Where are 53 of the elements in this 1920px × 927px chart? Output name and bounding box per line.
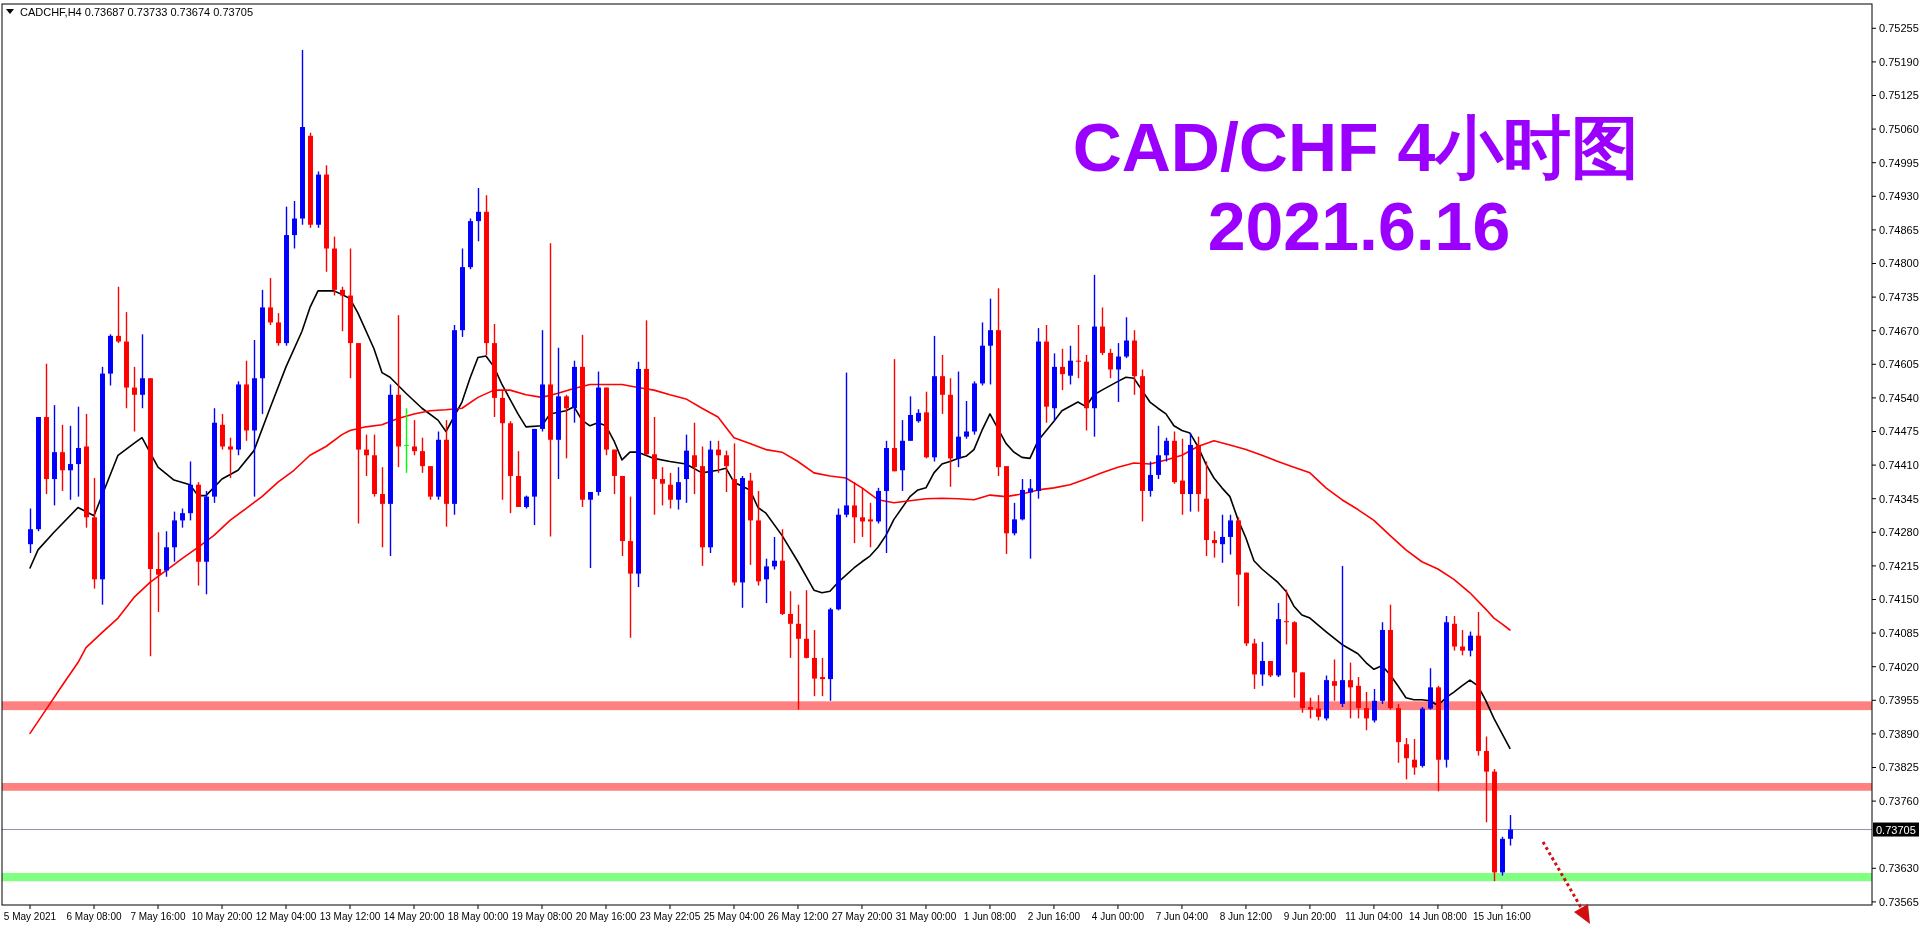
y-tick-label: 0.74865 bbox=[1879, 223, 1919, 236]
x-tick-label: 31 May 00:00 bbox=[895, 911, 957, 922]
y-tick-label: 0.74735 bbox=[1879, 291, 1919, 304]
x-tick-label: 18 May 00:00 bbox=[447, 911, 509, 922]
y-tick-label: 0.74085 bbox=[1879, 627, 1919, 640]
x-tick-label: 15 Jun 16:00 bbox=[1472, 911, 1532, 922]
y-tick-label: 0.73890 bbox=[1879, 727, 1919, 740]
annotation: CADCHF,H4 0.73687 0.73733 0.73674 0.73705 bbox=[20, 6, 254, 18]
y-tick-label: 0.73825 bbox=[1879, 761, 1919, 774]
y-tick-label: 0.74345 bbox=[1879, 492, 1919, 505]
y-tick-label: 0.74800 bbox=[1879, 257, 1919, 270]
text: CAD/CHF 4小时图 bbox=[1072, 109, 1640, 185]
y-tick-label: 0.74995 bbox=[1879, 156, 1919, 169]
y-tick-label: 0.74280 bbox=[1879, 526, 1919, 539]
y-tick-label: 0.73760 bbox=[1879, 795, 1919, 808]
y-tick-label: 0.74215 bbox=[1879, 559, 1919, 572]
x-tick-label: 5 May 2021 bbox=[3, 911, 57, 922]
x-tick-label: 9 Jun 20:00 bbox=[1283, 911, 1337, 922]
x-tick-label: 14 May 20:00 bbox=[383, 911, 445, 922]
x-tick-label: 25 May 04:00 bbox=[703, 911, 765, 922]
x-tick-label: 7 May 16:00 bbox=[130, 911, 186, 922]
x-tick-label: 4 Jun 00:00 bbox=[1091, 911, 1145, 922]
x-tick-label: 19 May 08:00 bbox=[511, 911, 573, 922]
x-tick-label: 12 May 04:00 bbox=[255, 911, 317, 922]
y-tick-label: 0.75125 bbox=[1879, 89, 1919, 102]
y-tick-label: 0.74020 bbox=[1879, 660, 1919, 673]
x-tick-label: 7 Jun 04:00 bbox=[1155, 911, 1209, 922]
x-tick-label: 20 May 16:00 bbox=[575, 911, 637, 922]
y-tick-label: 0.74410 bbox=[1879, 459, 1919, 472]
x-tick-label: 6 May 08:00 bbox=[66, 911, 122, 922]
y-tick-label: 0.73955 bbox=[1879, 694, 1919, 707]
y-tick-label: 0.74475 bbox=[1879, 425, 1919, 438]
y-tick-label: 0.74605 bbox=[1879, 358, 1919, 371]
y-tick-label: 0.74540 bbox=[1879, 391, 1919, 404]
y-tick-label: 0.73565 bbox=[1879, 895, 1919, 908]
y-tick-label: 0.74930 bbox=[1879, 190, 1919, 203]
x-tick-label: 27 May 20:00 bbox=[831, 911, 893, 922]
x-tick-label: 11 Jun 04:00 bbox=[1345, 911, 1403, 922]
y-tick-label: 0.74150 bbox=[1879, 593, 1919, 606]
y-tick-label: 0.74670 bbox=[1879, 324, 1919, 337]
x-tick-label: 14 Jun 08:00 bbox=[1409, 911, 1468, 922]
y-tick-label: 0.75190 bbox=[1879, 55, 1919, 68]
x-tick-label: 13 May 12:00 bbox=[319, 911, 381, 922]
y-tick-label: 0.75060 bbox=[1879, 123, 1919, 136]
y-tick-label: 0.75255 bbox=[1879, 22, 1919, 35]
x-tick-label: 2 Jun 16:00 bbox=[1027, 911, 1081, 922]
y-tick-label: 0.73630 bbox=[1879, 862, 1919, 875]
text: 2021.6.16 bbox=[1207, 188, 1511, 264]
x-tick-label: 8 Jun 12:00 bbox=[1219, 911, 1273, 922]
x-tick-label: 26 May 12:00 bbox=[767, 911, 829, 922]
x-tick-label: 23 May 22:05 bbox=[639, 911, 701, 922]
x-tick-label: 1 Jun 08:00 bbox=[963, 911, 1017, 922]
x-tick-label: 10 May 20:00 bbox=[191, 911, 253, 922]
